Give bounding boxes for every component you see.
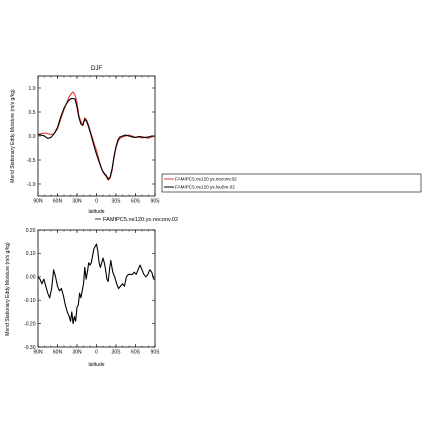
djf-panel: DJF 90N 60N 30N 0 30S 60S 90S -1.0 -0.5 0.0 0.5 1.0… — [10, 66, 160, 215]
y-tick-label: 0.5 — [29, 110, 36, 116]
x-tick-label: 0 — [95, 350, 98, 356]
x-tick-label: 60N — [53, 350, 63, 356]
series-line-1 — [37, 91, 156, 181]
x-tick-label: 90S — [151, 350, 161, 356]
series-line-2 — [37, 98, 155, 180]
series-layer — [37, 243, 155, 325]
y-tick-label: -0.20 — [24, 321, 36, 327]
y-tick-label: -1.0 — [27, 182, 36, 188]
y-tick-label: 0.20 — [26, 228, 36, 234]
x-tick-label: 60N — [53, 199, 63, 205]
x-axis-title: latitude — [88, 209, 104, 215]
x-tick-label: 30N — [72, 350, 82, 356]
legend-panel-2: FAMIPC5.ne120.ys.noconv.02 — [95, 217, 178, 223]
y-tick-label: 1.0 — [29, 86, 36, 92]
x-tick-label: 0 — [95, 199, 98, 205]
series-line-1 — [37, 243, 155, 325]
series-layer — [37, 91, 156, 181]
x-tick-label: 30N — [72, 199, 82, 205]
legend2-label: FAMIPC5.ne120.ys.noconv.02 — [103, 217, 178, 223]
legend-label-lou5m: FAMIPC5.ne120.ys.lou5m.02 — [175, 185, 235, 190]
x-tick-label: 90S — [151, 199, 161, 205]
plot-frame — [37, 75, 156, 197]
legend-box — [161, 173, 422, 193]
y-tick-label: 0.00 — [26, 275, 36, 281]
y-tick-label: -0.10 — [24, 298, 36, 304]
y-tick-label: 0.10 — [26, 251, 36, 257]
x-tick-label: 30S — [112, 350, 122, 356]
legend-panel-1: FAMIPC5.ne120.ys.noconv.02 FAMIPC5.ne120… — [161, 173, 422, 193]
ticks-layer: 90N 60N 30N 0 30S 60S 90S -1.0 -0.5 0.0 0.5 1.0 — [27, 76, 160, 205]
y-tick-label: -0.5 — [27, 158, 36, 164]
x-tick-label: 90N — [33, 199, 43, 205]
x-tick-label: 60S — [131, 350, 141, 356]
x-tick-label: 60S — [131, 199, 141, 205]
y-tick-label: -0.30 — [24, 345, 36, 351]
y-tick-label: 0.0 — [29, 134, 36, 140]
x-tick-label: 90N — [33, 350, 43, 356]
y-axis-title: Merid Stationary Eddy Moisture (m/s g/kg… — [5, 242, 11, 336]
plot-frame — [37, 229, 156, 348]
panel-title: DJF — [91, 66, 102, 72]
second-panel: 90N 60N 30N 0 30S 60S 90S -0.30 -0.20 -0.10 0.00 0.… — [5, 228, 160, 368]
x-tick-label: 30S — [112, 199, 122, 205]
ticks-layer: 90N 60N 30N 0 30S 60S 90S -0.30 -0.20 -0.10 0.00 0.… — [24, 228, 160, 356]
x-axis-title: latitude — [88, 362, 104, 368]
y-axis-title: Merid Stationary Eddy Moisture (m/s g/kg… — [10, 89, 16, 183]
legend-label-noconv: FAMIPC5.ne120.ys.noconv.02 — [175, 177, 237, 182]
